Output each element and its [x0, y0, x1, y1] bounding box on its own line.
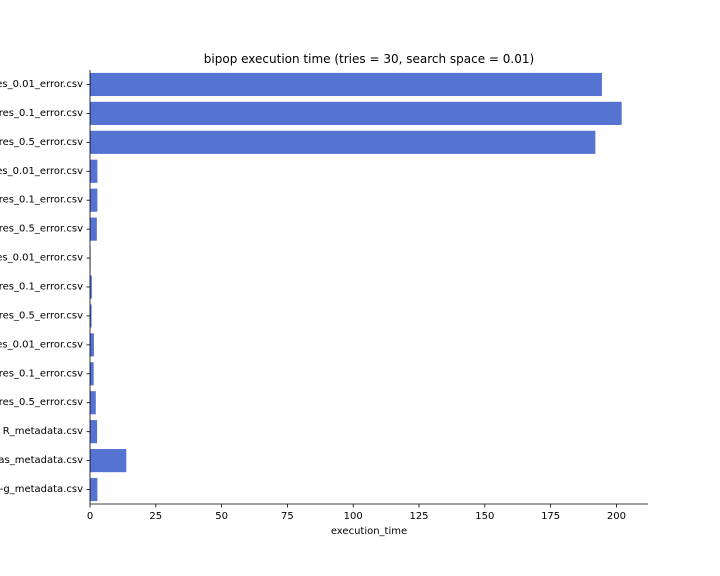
bars-group — [90, 72, 622, 502]
y-tick-label-14: -g_metadata.csv — [0, 484, 83, 495]
bar-0 — [90, 72, 602, 97]
y-tick-label-10: res_0.1_error.csv — [0, 368, 83, 379]
bar-10 — [90, 362, 94, 386]
chart-title: bipop execution time (tries = 30, search… — [204, 52, 534, 66]
bar-14 — [90, 477, 98, 502]
x-tick-label-1: 25 — [149, 511, 162, 522]
bar-11 — [90, 391, 96, 415]
bar-12 — [90, 420, 98, 444]
x-tick-label-8: 200 — [607, 511, 626, 522]
bar-8 — [90, 304, 92, 328]
y-tick-label-0: es_0.01_error.csv — [0, 79, 83, 90]
x-tick-label-3: 75 — [281, 511, 294, 522]
y-tick-label-5: res_0.5_error.csv — [0, 224, 83, 235]
x-tick-labels: 0 25 50 75 100 125 150 175 200 — [87, 504, 626, 522]
y-tick-labels: es_0.01_error.csv res_0.1_error.csv res_0.… — [0, 79, 90, 495]
bar-7 — [90, 275, 92, 299]
y-tick-label-9: es_0.01_error.csv — [0, 339, 83, 350]
x-axis-label: execution_time — [331, 526, 407, 537]
y-tick-label-3: es_0.01_error.csv — [0, 166, 83, 177]
bar-2 — [90, 130, 596, 154]
bar-13 — [90, 449, 127, 473]
bar-3 — [90, 159, 98, 183]
y-tick-label-6: es_0.01_error.csv — [0, 253, 83, 264]
y-tick-label-11: res_0.5_error.csv — [0, 397, 83, 408]
x-tick-label-7: 175 — [541, 511, 560, 522]
y-tick-label-8: res_0.5_error.csv — [0, 310, 83, 321]
y-tick-label-4: res_0.1_error.csv — [0, 195, 83, 206]
x-tick-label-0: 0 — [87, 511, 93, 522]
bar-1 — [90, 101, 622, 125]
y-tick-label-13: as_metadata.csv — [0, 455, 83, 466]
x-tick-label-5: 125 — [409, 511, 428, 522]
bar-4 — [90, 188, 98, 212]
bar-9 — [90, 333, 94, 357]
y-tick-label-12: R_metadata.csv — [3, 426, 83, 437]
bar-5 — [90, 217, 97, 241]
y-tick-label-1: res_0.1_error.csv — [0, 108, 83, 119]
x-tick-label-4: 100 — [344, 511, 363, 522]
x-tick-label-2: 50 — [215, 511, 228, 522]
y-tick-label-7: res_0.1_error.csv — [0, 282, 83, 293]
y-tick-label-2: res_0.5_error.csv — [0, 137, 83, 148]
x-tick-label-6: 150 — [475, 511, 494, 522]
